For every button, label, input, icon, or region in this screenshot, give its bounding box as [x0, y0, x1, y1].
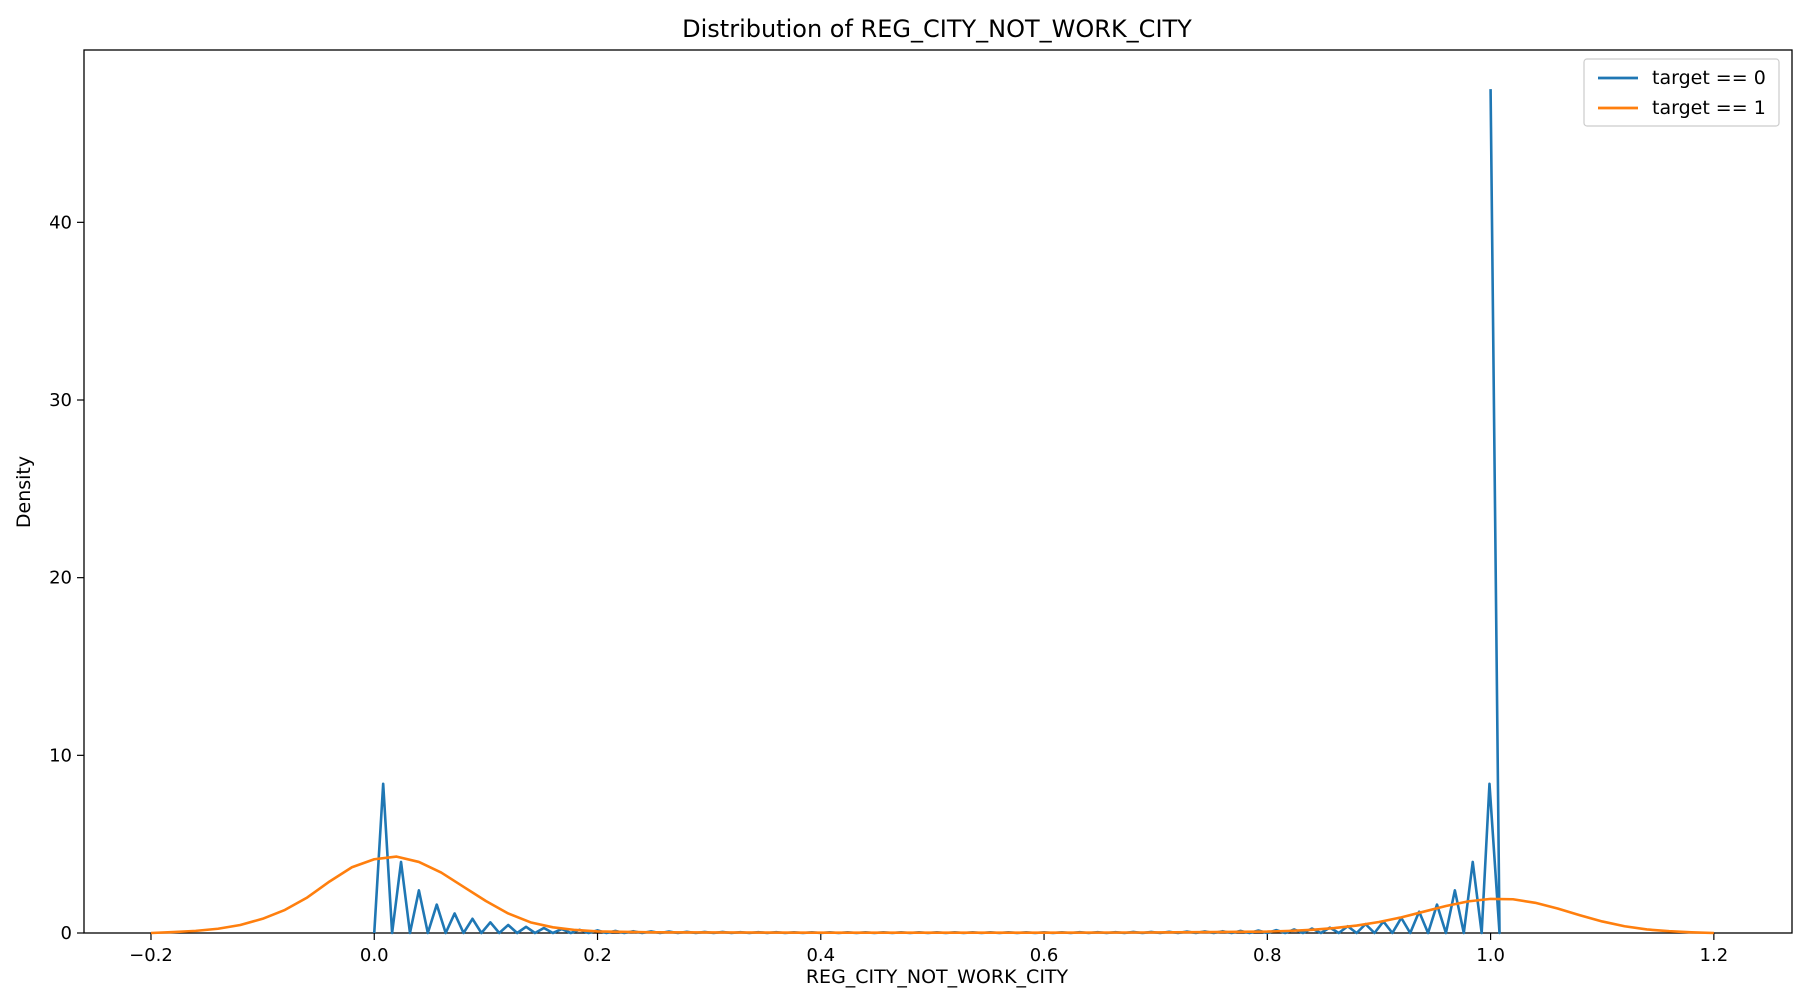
y-tick-label: 10	[49, 745, 72, 766]
x-tick-label: 0.8	[1253, 945, 1282, 966]
y-tick-label: 40	[49, 212, 72, 233]
y-axis-ticks: 0 10 20 30 40	[49, 212, 84, 944]
legend: target == 0 target == 1	[1583, 58, 1780, 127]
x-tick-label: −0.2	[129, 945, 173, 966]
x-tick-label: 0.0	[360, 945, 389, 966]
x-axis-ticks: −0.2 0.0 0.2 0.4 0.6 0.8 1.0 1.2	[129, 933, 1728, 966]
y-axis-label: Density	[13, 456, 35, 528]
y-tick-label: 0	[61, 923, 72, 944]
legend-label: target == 1	[1652, 97, 1766, 119]
plot-area: −0.2 0.0 0.2 0.4 0.6 0.8 1.0 1.2 0 10 20 30 40	[49, 49, 1793, 966]
x-axis-label: REG_CITY_NOT_WORK_CITY	[806, 966, 1069, 988]
x-tick-label: 0.2	[583, 945, 612, 966]
x-tick-label: 1.2	[1700, 945, 1729, 966]
x-tick-label: 1.0	[1476, 945, 1505, 966]
chart-title: Distribution of REG_CITY_NOT_WORK_CITY	[682, 15, 1192, 43]
series-line-0	[372, 89, 1501, 935]
x-tick-label: 0.4	[806, 945, 835, 966]
series-layer	[150, 89, 1714, 935]
y-tick-label: 30	[49, 390, 72, 411]
plot-frame	[83, 49, 1793, 934]
y-tick-label: 20	[49, 568, 72, 589]
series-line-1	[150, 855, 1714, 935]
x-tick-label: 0.6	[1030, 945, 1059, 966]
legend-label: target == 0	[1652, 67, 1766, 89]
